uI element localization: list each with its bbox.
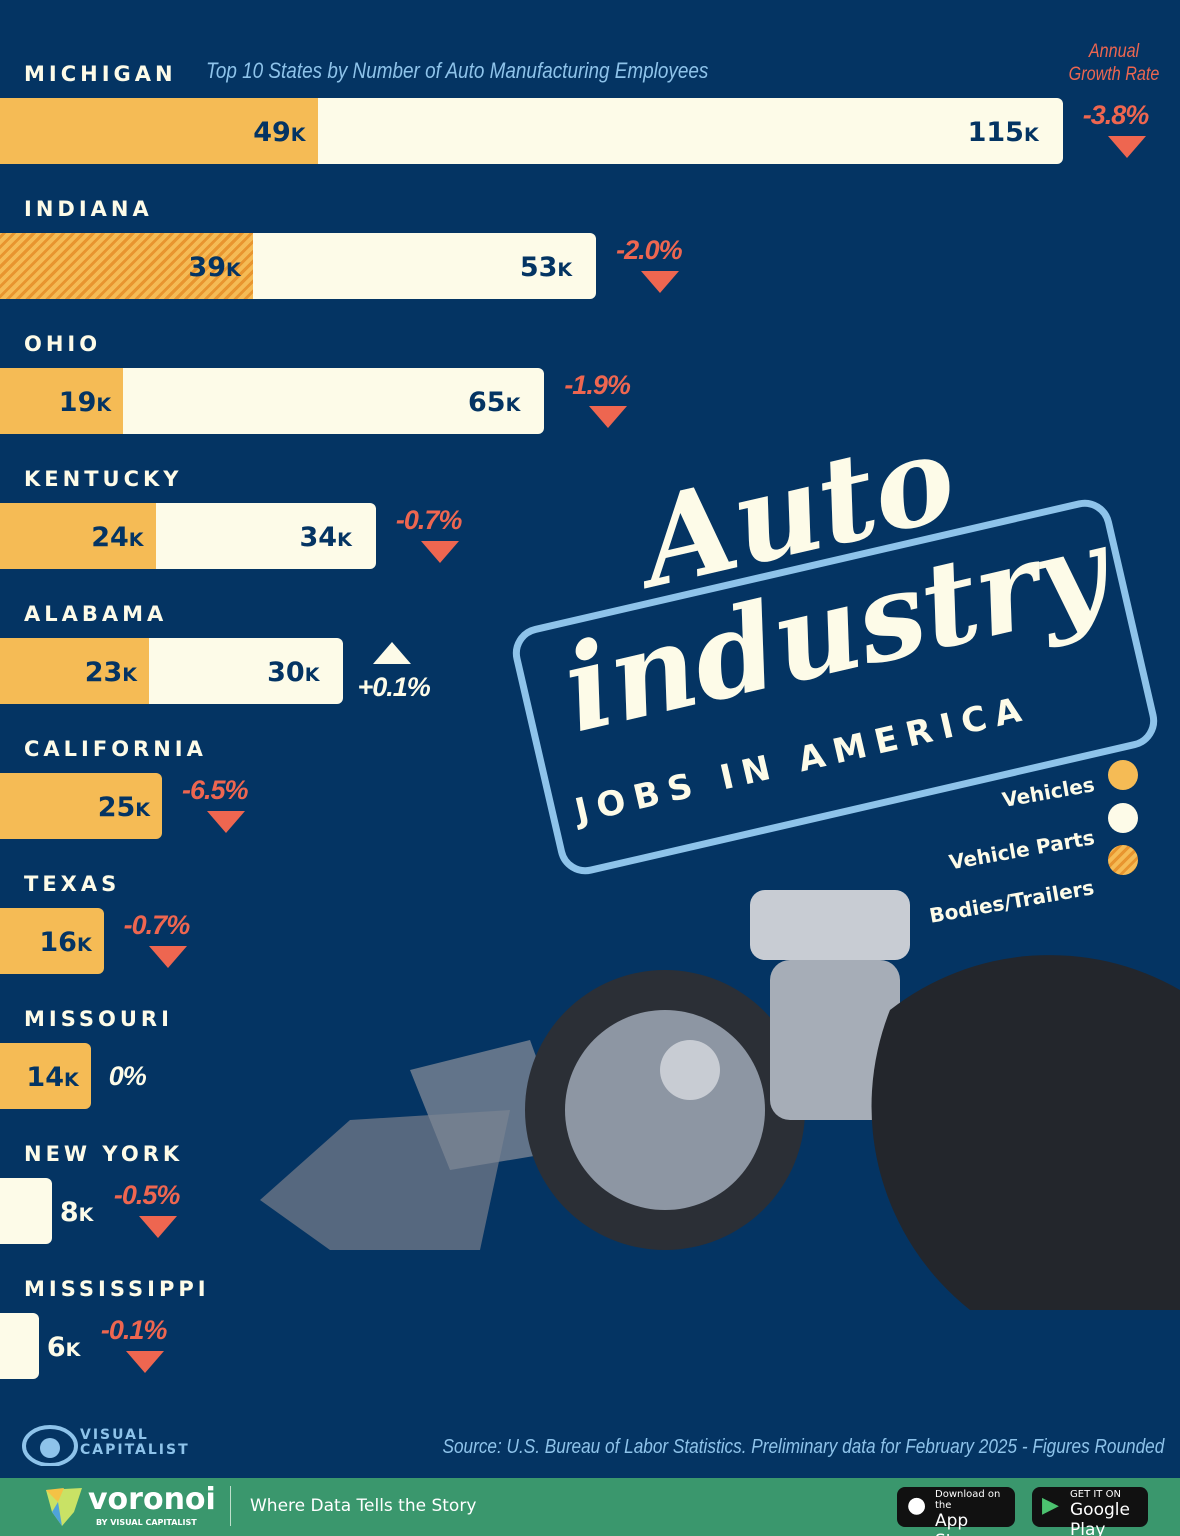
bar-vehicles — [0, 98, 318, 164]
state-label: MICHIGAN — [24, 62, 177, 86]
google-play-button[interactable]: ▶ GET IT ON Google Play — [1032, 1487, 1148, 1536]
footer-bar: voronoi BY VISUAL CAPITALIST Where Data … — [0, 1478, 1180, 1536]
state-label: OHIO — [24, 332, 102, 356]
google-play-small: GET IT ON — [1070, 1489, 1121, 1500]
bar-value-label: 53K — [519, 252, 573, 283]
google-play-label: Google Play — [1070, 1500, 1130, 1536]
down-arrow-icon — [207, 811, 245, 833]
apple-icon: ● — [907, 1493, 927, 1518]
bar-value-label: 23K — [84, 657, 138, 688]
growth-rate: -0.7% — [395, 505, 463, 535]
bar-value-label: 39K — [188, 252, 241, 283]
growth-rate: -0.1% — [100, 1315, 168, 1345]
bar-vehicles — [0, 908, 104, 974]
growth-rate: +0.1% — [357, 672, 430, 702]
bar-value-label: 8K — [59, 1197, 94, 1228]
bar-value-label: 16K — [39, 927, 92, 958]
bar-vehicle-parts — [0, 1178, 52, 1244]
down-arrow-icon — [148, 946, 187, 968]
state-label: TEXAS — [24, 872, 121, 896]
bar-value-label: 19K — [58, 387, 112, 418]
bar-value-label: 115K — [967, 117, 1039, 148]
bar-vehicle-parts — [149, 638, 344, 704]
growth-rate: -6.5% — [182, 775, 249, 805]
voronoi-logo-icon — [46, 1488, 82, 1526]
voronoi-subtitle: BY VISUAL CAPITALIST — [96, 1518, 197, 1527]
state-label: ALABAMA — [24, 602, 168, 626]
growth-rate: -1.9% — [564, 370, 631, 400]
legend-vehicles: Vehicles — [1000, 772, 1097, 813]
visual-capitalist-wordmark: VISUAL CAPITALIST — [80, 1427, 190, 1458]
state-label: INDIANA — [24, 197, 153, 221]
google-play-icon: ▶ — [1042, 1493, 1059, 1518]
auto-parts-illustration — [260, 890, 1180, 1310]
growth-rate: 0% — [108, 1061, 147, 1091]
growth-rate: -0.7% — [123, 910, 191, 940]
growth-rate: -3.8% — [1082, 100, 1150, 130]
growth-header: Annual Growth Rate — [1068, 41, 1160, 85]
bar-value-label: 6K — [46, 1332, 81, 1363]
growth-rate: -0.5% — [113, 1180, 181, 1210]
bar-value-label: 14K — [26, 1062, 79, 1093]
app-store-small: Download on the — [935, 1489, 1001, 1511]
chart-subtitle: Top 10 States by Number of Auto Manufact… — [206, 58, 709, 83]
legend-parts: Vehicle Parts — [946, 825, 1097, 875]
down-arrow-icon — [125, 1351, 164, 1373]
down-arrow-icon — [641, 271, 680, 293]
state-label: MISSOURI — [24, 1007, 173, 1031]
bar-value-label: 65K — [467, 387, 521, 418]
bar-vehicles — [0, 638, 150, 704]
bar-bodies-trailers — [0, 233, 253, 299]
bar-vehicle-parts — [155, 503, 376, 569]
bar-value-label: 34K — [299, 522, 352, 553]
bar-vehicle-parts — [252, 233, 597, 299]
state-label: NEW YORK — [24, 1142, 184, 1166]
state-label: CALIFORNIA — [24, 737, 207, 761]
bar-vehicle-parts — [317, 98, 1063, 164]
bar-value-label: 49K — [253, 117, 306, 148]
up-arrow-icon — [373, 642, 412, 664]
bar-vehicles — [0, 773, 162, 839]
tagline: Where Data Tells the Story — [250, 1496, 477, 1516]
bar-value-label: 25K — [97, 792, 150, 823]
legend-bodies-swatch — [1108, 845, 1138, 875]
visual-capitalist-logo — [22, 1425, 78, 1466]
legend-vehicles-swatch — [1108, 760, 1138, 790]
growth-rate: -2.0% — [616, 235, 683, 265]
bar-vehicle-parts — [123, 368, 545, 434]
voronoi-wordmark: voronoi — [88, 1482, 216, 1517]
bar-vehicles — [0, 1043, 91, 1109]
bar-vehicle-parts — [0, 1313, 39, 1379]
down-arrow-icon — [138, 1216, 177, 1238]
state-label: KENTUCKY — [24, 467, 183, 491]
legend-parts-swatch — [1108, 803, 1138, 833]
state-label: MISSISSIPPI — [24, 1277, 210, 1301]
down-arrow-icon — [589, 406, 628, 428]
bar-vehicles — [0, 368, 124, 434]
source-note: Source: U.S. Bureau of Labor Statistics.… — [442, 1436, 1164, 1458]
app-store-label: App Store — [935, 1511, 980, 1536]
down-arrow-icon — [1107, 136, 1146, 158]
down-arrow-icon — [420, 541, 459, 563]
bar-vehicles — [0, 503, 156, 569]
divider — [230, 1486, 231, 1526]
bar-value-label: 24K — [91, 522, 144, 553]
bar-value-label: 30K — [267, 657, 320, 688]
